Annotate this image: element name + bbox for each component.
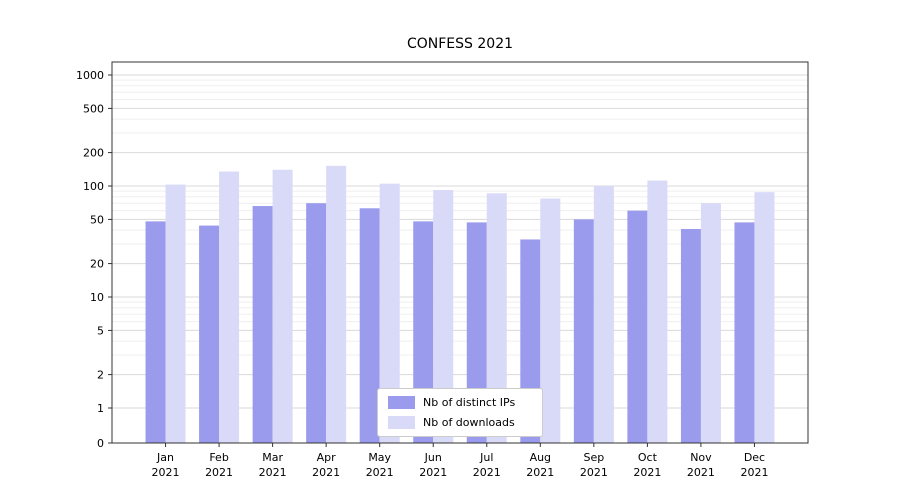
bar-distinct-ips <box>306 203 327 443</box>
bar-downloads <box>647 180 668 443</box>
x-tick-label-year: 2021 <box>152 466 180 479</box>
x-tick-label-month: Jan <box>156 451 174 464</box>
chart-title: CONFESS 2021 <box>406 36 514 52</box>
bar-downloads <box>165 184 186 443</box>
x-tick-label-month: Jun <box>424 451 442 464</box>
bar-downloads <box>219 171 240 443</box>
bar-downloads <box>326 165 347 443</box>
x-tick-label-year: 2021 <box>259 466 287 479</box>
bar-distinct-ips <box>734 222 755 443</box>
x-tick-label-year: 2021 <box>419 466 447 479</box>
y-tick-label: 10 <box>90 291 104 304</box>
x-tick-label-year: 2021 <box>580 466 608 479</box>
x-tick-label-month: Sep <box>583 451 604 464</box>
y-tick-label: 2 <box>97 369 104 382</box>
x-tick-label-month: Nov <box>690 451 712 464</box>
x-tick-label-year: 2021 <box>366 466 394 479</box>
x-tick-label-month: May <box>368 451 391 464</box>
y-tick-label: 100 <box>83 180 104 193</box>
bar-downloads <box>700 203 721 443</box>
legend-swatch-distinct-ips <box>388 396 415 409</box>
bar-distinct-ips <box>413 221 434 443</box>
bar-downloads <box>379 183 400 443</box>
bar-downloads <box>272 169 293 443</box>
bar-downloads <box>754 192 775 443</box>
bar-distinct-ips <box>573 219 594 443</box>
legend-item-downloads: Nb of downloads <box>388 416 532 429</box>
bar-distinct-ips <box>466 222 487 443</box>
legend-swatch-downloads <box>388 416 415 429</box>
x-tick-label-year: 2021 <box>740 466 768 479</box>
y-tick-label: 20 <box>90 258 104 271</box>
bar-distinct-ips <box>145 221 166 443</box>
x-tick-label-year: 2021 <box>473 466 501 479</box>
bar-downloads <box>540 198 561 443</box>
bar-distinct-ips <box>252 206 273 443</box>
y-tick-label: 200 <box>83 147 104 160</box>
legend-item-distinct-ips: Nb of distinct IPs <box>388 396 532 409</box>
y-tick-label: 50 <box>90 213 104 226</box>
bar-distinct-ips <box>359 208 380 443</box>
x-tick-label-month: Apr <box>317 451 337 464</box>
x-tick-label-year: 2021 <box>633 466 661 479</box>
x-tick-label-year: 2021 <box>687 466 715 479</box>
legend-label-downloads: Nb of downloads <box>423 416 515 429</box>
bar-downloads <box>433 190 454 443</box>
y-tick-label: 1000 <box>76 69 104 82</box>
x-tick-label-year: 2021 <box>312 466 340 479</box>
y-tick-label: 5 <box>97 324 104 337</box>
x-tick-label-month: Mar <box>262 451 283 464</box>
x-tick-label-year: 2021 <box>205 466 233 479</box>
y-tick-label: 1 <box>97 402 104 415</box>
x-tick-label-month: Jul <box>479 451 493 464</box>
x-tick-label-year: 2021 <box>526 466 554 479</box>
x-tick-label-month: Oct <box>638 451 658 464</box>
bar-distinct-ips <box>199 225 220 443</box>
legend-label-distinct-ips: Nb of distinct IPs <box>423 396 516 409</box>
y-tick-label: 500 <box>83 102 104 115</box>
x-tick-label-month: Feb <box>209 451 228 464</box>
y-tick-label: 0 <box>97 437 104 450</box>
x-tick-label-month: Aug <box>530 451 551 464</box>
x-tick-label-month: Dec <box>744 451 765 464</box>
bar-distinct-ips <box>627 210 648 443</box>
bar-downloads <box>486 193 507 443</box>
plot-frame <box>111 61 809 444</box>
bar-distinct-ips <box>680 228 701 443</box>
legend: Nb of distinct IPs Nb of downloads <box>377 388 543 437</box>
bar-downloads <box>593 186 614 443</box>
